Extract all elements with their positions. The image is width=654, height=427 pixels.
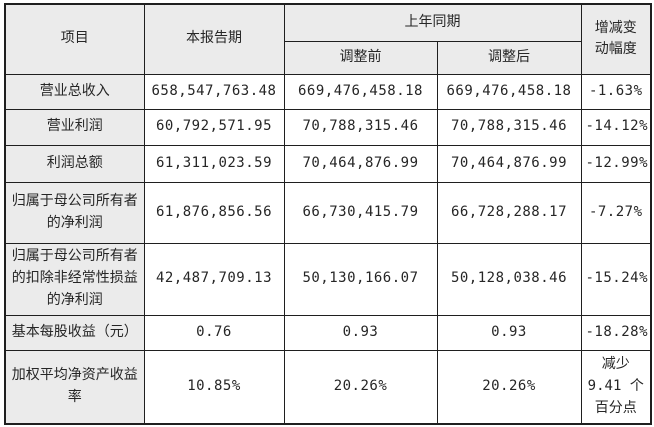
table-row-operating-profit: 营业利润 60,792,571.95 70,788,315.46 70,788,… xyxy=(4,108,652,146)
row-label: 归属于母公司所有者 的扣除非经常性损益 的净利润 xyxy=(4,242,145,316)
before-adjustment-value: 70,464,876.99 xyxy=(283,144,438,183)
change-rate-value: -7.27% xyxy=(580,181,652,244)
header-row-2: 调整前 调整后 xyxy=(5,40,651,75)
current-period-value: 0.76 xyxy=(143,314,285,351)
row-label: 加权平均净资产收益 率 xyxy=(4,349,145,425)
table-row-basic-eps: 基本每股收益（元） 0.76 0.93 0.93 -18.28% xyxy=(4,314,652,351)
change-rate-value: -12.99% xyxy=(580,144,652,183)
change-rate-value: -1.63% xyxy=(580,73,652,110)
before-adjustment-value: 66,730,415.79 xyxy=(283,181,438,244)
row-label: 基本每股收益（元） xyxy=(4,314,145,351)
before-adjustment-value: 50,130,166.07 xyxy=(283,242,438,316)
table-row-weighted-avg-roe: 加权平均净资产收益 率 10.85% 20.26% 20.26% 减少 9.41… xyxy=(4,349,652,425)
header-before-adjustment: 调整前 xyxy=(283,40,438,75)
current-period-value: 658,547,763.48 xyxy=(143,73,285,110)
current-period-value: 60,792,571.95 xyxy=(143,108,285,146)
financial-comparison-table: 项目 本报告期 上年同期 增减变 动幅度 调整前 调整后 营业总收入 658,5… xyxy=(4,3,652,425)
before-adjustment-value: 20.26% xyxy=(283,349,438,425)
change-rate-value: 减少 9.41 个 百分点 xyxy=(580,349,652,425)
header-current-period: 本报告期 xyxy=(143,3,285,75)
table-row-total-revenue: 营业总收入 658,547,763.48 669,476,458.18 669,… xyxy=(4,73,652,110)
header-item: 项目 xyxy=(4,3,145,75)
header-prior-period-group: 上年同期 xyxy=(283,3,582,42)
header-after-adjustment: 调整后 xyxy=(436,40,582,75)
row-label: 归属于母公司所有者 的净利润 xyxy=(4,181,145,244)
row-label: 营业利润 xyxy=(4,108,145,146)
after-adjustment-value: 70,788,315.46 xyxy=(436,108,582,146)
table-row-net-profit-parent: 归属于母公司所有者 的净利润 61,876,856.56 66,730,415.… xyxy=(4,181,652,244)
header-change-rate: 增减变 动幅度 xyxy=(580,3,652,75)
after-adjustment-value: 50,128,038.46 xyxy=(436,242,582,316)
after-adjustment-value: 70,464,876.99 xyxy=(436,144,582,183)
before-adjustment-value: 669,476,458.18 xyxy=(283,73,438,110)
row-label: 营业总收入 xyxy=(4,73,145,110)
after-adjustment-value: 0.93 xyxy=(436,314,582,351)
after-adjustment-value: 20.26% xyxy=(436,349,582,425)
change-rate-value: -15.24% xyxy=(580,242,652,316)
change-rate-value: -18.28% xyxy=(580,314,652,351)
header-row-1: 项目 本报告期 上年同期 增减变 动幅度 xyxy=(4,3,652,75)
before-adjustment-value: 70,788,315.46 xyxy=(283,108,438,146)
current-period-value: 61,876,856.56 xyxy=(143,181,285,244)
current-period-value: 42,487,709.13 xyxy=(143,242,285,316)
table-row-net-profit-excl-nonrecurring: 归属于母公司所有者 的扣除非经常性损益 的净利润 42,487,709.13 5… xyxy=(4,242,652,316)
current-period-value: 10.85% xyxy=(143,349,285,425)
change-rate-value: -14.12% xyxy=(580,108,652,146)
current-period-value: 61,311,023.59 xyxy=(143,144,285,183)
table-row-total-profit: 利润总额 61,311,023.59 70,464,876.99 70,464,… xyxy=(4,144,652,183)
after-adjustment-value: 669,476,458.18 xyxy=(436,73,582,110)
before-adjustment-value: 0.93 xyxy=(283,314,438,351)
row-label: 利润总额 xyxy=(4,144,145,183)
after-adjustment-value: 66,728,288.17 xyxy=(436,181,582,244)
